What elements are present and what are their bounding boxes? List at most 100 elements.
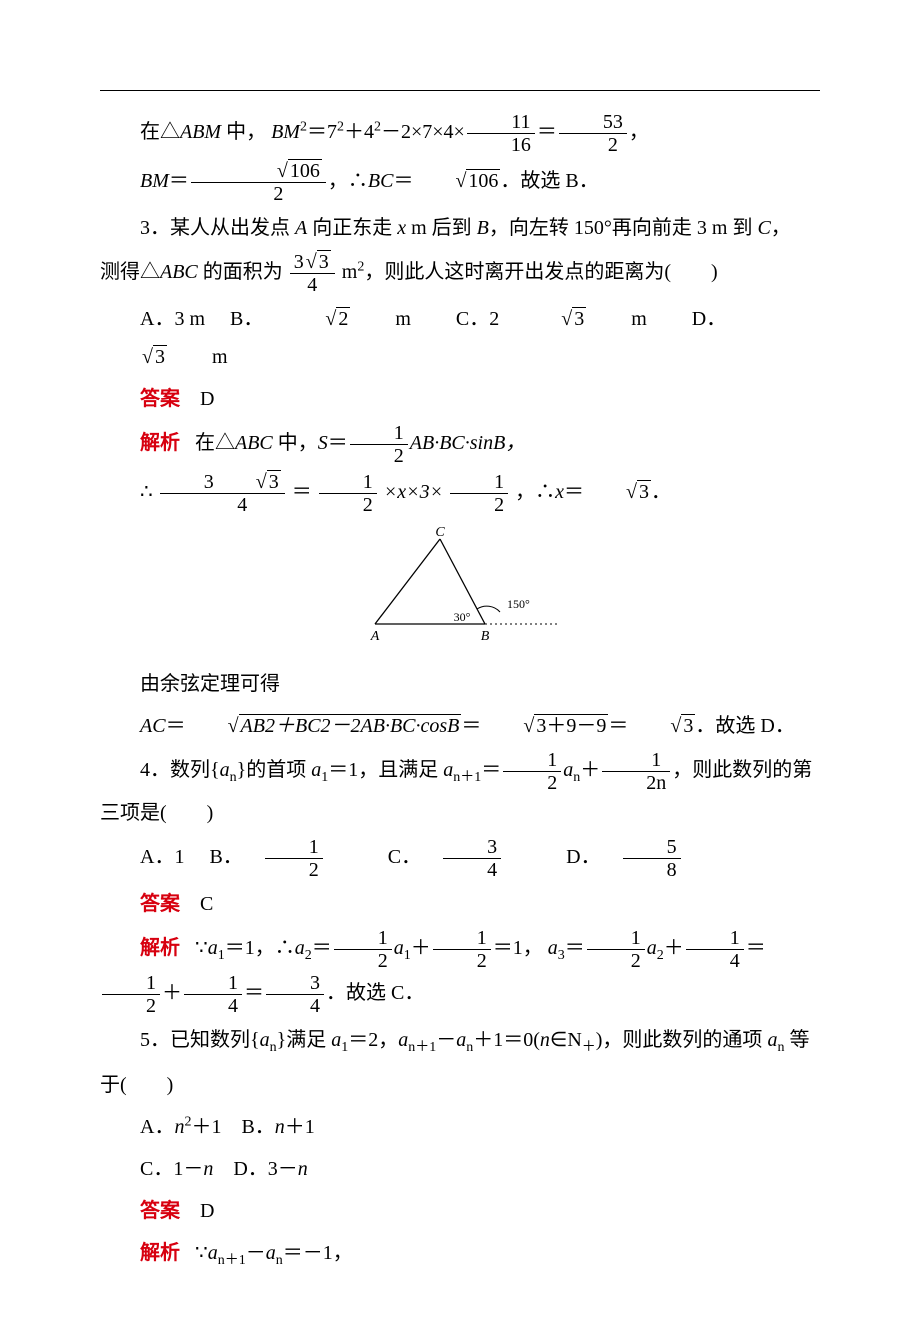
sqrt-icon: 3 [214,471,281,493]
q2-line2: BM＝1062，∴BC＝106．故选 B． [100,160,820,205]
point-b: B [477,217,489,239]
denominator: 2 [265,858,323,881]
coef: 3 [204,471,214,493]
sub: n [230,770,237,785]
text: ，∴ [328,170,368,192]
numerator: 1 [587,927,645,949]
denominator: 2 [102,994,160,1017]
text: ＝ [328,432,348,454]
text: ＝ [746,937,766,959]
denominator: 4 [160,493,285,516]
var-x: x [397,217,406,239]
analysis-label: 解析 [140,432,180,454]
page: 在△ABM 中， BM2＝72＋42－2×7×4×1116＝532， BM＝10… [0,0,920,1338]
text: 在△ [140,121,180,143]
q5-choices-row2: C．1－n D．3－n [100,1150,820,1188]
text: }的首项 [237,759,312,781]
numerator: 33 [160,471,285,493]
label: B． [209,846,242,868]
q2-line1: 在△ABM 中， BM2＝72＋42－2×7×4×1116＝532， [100,111,820,156]
fraction: 58 [623,836,701,881]
text: ＋ [664,937,684,959]
unit: m [626,308,647,330]
an: a [266,1242,276,1264]
choice-a: A．n2＋1 [140,1116,221,1138]
denominator: 4 [184,994,242,1017]
sub: 2 [305,948,312,963]
analysis-label: 解析 [140,1242,180,1264]
text: ＋1＝0( [473,1029,540,1051]
choice-c: C．34 [388,846,541,868]
exp: 2 [374,119,381,134]
q3-answer: 答案D [100,380,820,418]
answer-label: 答案 [140,893,180,915]
numerator: 1 [184,972,242,994]
label: D． [692,308,726,330]
unit: m [207,346,228,368]
text: ．故选 B． [500,170,598,192]
svg-text:A: A [370,629,380,644]
fraction: 12 [102,972,160,1017]
text: ＝ [481,759,501,781]
numerator: 106 [191,160,326,182]
choice-a: A．3 m [140,308,205,330]
sqrt-icon: 3 [100,338,187,376]
q3-post1: 由余弦定理可得 [100,665,820,703]
numerator: 53 [559,111,627,133]
sqrt-icon: AB2＋BC2－2AB·BC·cosB [186,707,462,745]
text: ∵ [195,1242,208,1264]
numerator: 33 [290,251,335,273]
sub: n＋1 [453,770,481,785]
denominator: 2n [602,771,670,794]
q5-stem-line2: 于( ) [100,1066,820,1104]
numerator: 11 [467,111,535,133]
q4-analysis: 解析 ∵a1＝1，∴a2＝12a1＋12＝1， a3＝12a2＋14＝12＋14… [100,927,820,1017]
fraction: 1116 [467,111,535,156]
text: 中， [273,432,318,454]
post: ＋1 [285,1116,315,1138]
text: － [436,1029,456,1051]
text: －2×7×4× [381,121,465,143]
radicand: 3 [267,470,281,493]
exp: 2 [300,119,307,134]
text: ， [771,217,791,239]
answer-value: C [200,893,213,915]
denominator: 8 [623,858,681,881]
text: 5．已知数列{ [140,1029,260,1051]
radicand: 106 [288,159,322,182]
bm: BM [271,121,300,143]
text: ＝ [608,715,628,737]
denominator: 4 [290,273,335,296]
text: ＝7 [307,121,337,143]
q3-stem-line1: 3．某人从出发点 A 向正东走 x m 后到 B，向左转 150°再向前走 3 … [100,209,820,247]
sub: ＋ [582,1040,596,1055]
svg-text:B: B [481,629,490,644]
q3-analysis-2: ∴ 334 ＝ 12 ×x×3× 12 ，∴x＝3． [100,471,820,516]
text: ，向左转 150°再向前走 3 m 到 [489,217,758,239]
denominator: 16 [467,133,535,156]
text: ，∴ [515,481,555,503]
q5-stem-line1: 5．已知数列{an}满足 a1＝2，an＋1－an＋1＝0(n∈N＋)，则此数列… [100,1021,820,1062]
sqrt-icon: 3 [628,707,695,745]
choice-c: C．23 m [456,308,667,330]
coef: 3 [294,251,304,273]
numerator: 1 [334,927,392,949]
fraction: 334 [290,251,335,296]
text: ＝ [461,715,481,737]
text: ＝1， [493,937,543,959]
radicand: 3 [153,345,167,368]
text: ．故选 D． [695,715,794,737]
den-text: 2n [646,772,666,794]
text: ＝ [169,170,189,192]
var: n [298,1158,308,1180]
text: ，则此人这时离开出发点的距离为( ) [364,261,717,283]
svg-text:150°: 150° [507,597,530,611]
numerator: 1 [503,749,561,771]
sqrt-icon: 3 [519,300,606,338]
text: ＝ [393,170,413,192]
sqrt-icon: 2 [283,300,370,338]
label: D．3－ [233,1158,297,1180]
anp1: a [443,759,453,781]
q3-diagram: A B C 30° 150° [100,524,820,657]
text: ＝ [244,982,264,1004]
